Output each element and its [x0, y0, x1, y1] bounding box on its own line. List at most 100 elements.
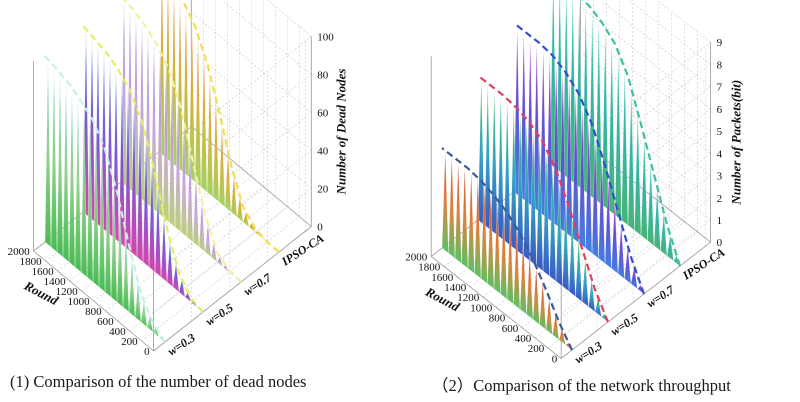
- series-area-w-0-3: [480, 184, 488, 285]
- value-tick-label: 2: [717, 193, 723, 205]
- series-area-w-0-3: [122, 232, 130, 313]
- series-area-w-0-5: [148, 161, 156, 273]
- category-label-w-0-5: w=0.5: [203, 301, 236, 329]
- series-area-w-0-7: [150, 39, 158, 213]
- caption-dead-nodes: (1) Comparison of the number of dead nod…: [10, 372, 307, 391]
- series-area-ipso-ca: [647, 161, 655, 247]
- series-area-w-0-3: [152, 326, 160, 338]
- series-area-w-0-7: [198, 201, 206, 253]
- round-axis: 2000180016001400120010008006004002000Rou…: [8, 246, 151, 358]
- category-label-ipso-ca: IPSO-CA: [679, 245, 727, 283]
- series-area-w-0-3: [487, 191, 495, 290]
- series-area-w-0-7: [539, 46, 547, 219]
- series-area-ipso-ca: [188, 19, 196, 183]
- series-area-w-0-5: [542, 149, 550, 277]
- series-line-ipso-ca: [181, 0, 280, 253]
- series-area-w-0-5: [166, 239, 174, 288]
- round-tick-label: 1800: [418, 262, 441, 274]
- round-tick-label: 1600: [431, 272, 454, 284]
- series-line-w-0-7: [513, 22, 646, 295]
- series-line-w-0-5: [477, 74, 610, 323]
- series-area-w-0-3: [44, 59, 52, 248]
- series-area-w-0-7: [630, 266, 638, 290]
- series-area-w-0-3: [519, 240, 527, 315]
- series-area-w-0-5: [575, 237, 583, 303]
- series-area-w-0-3: [92, 127, 100, 288]
- series-area-w-0-3: [146, 315, 154, 333]
- series-area-w-0-7: [204, 223, 212, 258]
- series-area-ipso-ca: [242, 212, 250, 228]
- series-area-w-0-5: [536, 137, 544, 272]
- series-area-w-0-7: [192, 175, 200, 248]
- value-axis: 0 1 2 3 4 5 6 7 8 9 Number of Packets(bit): [717, 37, 744, 249]
- series-area-w-0-5: [178, 279, 186, 298]
- series-area-w-0-3: [140, 300, 148, 328]
- series-area-w-0-7: [624, 245, 632, 285]
- value-tick-label: 6: [717, 104, 723, 116]
- series-area-ipso-ca: [588, 9, 596, 201]
- series-area-w-0-5: [503, 99, 511, 247]
- round-tick-label: 200: [528, 343, 545, 355]
- series-area-w-0-3: [62, 79, 70, 263]
- series-area-w-0-7: [533, 40, 541, 213]
- series-area-w-0-7: [513, 25, 521, 198]
- series-area-ipso-ca: [621, 68, 629, 226]
- series-area-w-0-7: [216, 256, 224, 268]
- value-tick-label: 5: [717, 126, 723, 138]
- series-area-w-0-3: [461, 165, 469, 269]
- value-tick-label: 8: [717, 59, 723, 71]
- series-area-w-0-3: [532, 266, 540, 326]
- series-area-w-0-5: [510, 105, 518, 252]
- series-area-w-0-5: [529, 127, 537, 267]
- series-area-w-0-3: [98, 142, 106, 293]
- value-tick-label: 100: [317, 32, 334, 44]
- series-area-w-0-7: [591, 134, 599, 259]
- series-area-ipso-ca: [218, 124, 226, 208]
- series-area-w-0-5: [477, 78, 485, 226]
- series-area-w-0-7: [565, 78, 573, 239]
- series-area-w-0-7: [186, 148, 194, 243]
- value-tick-label: 4: [717, 148, 723, 160]
- round-tick-label: 1400: [444, 282, 467, 294]
- series-area-w-0-5: [154, 187, 162, 278]
- round-tick-label: 800: [85, 306, 102, 318]
- series-area-w-0-3: [441, 150, 449, 254]
- series-area-w-0-7: [174, 98, 182, 233]
- series-area-w-0-5: [184, 291, 192, 303]
- series-area-w-0-3: [128, 257, 136, 318]
- series-area-w-0-7: [180, 121, 188, 238]
- value-tick-label: 7: [717, 82, 723, 94]
- series-line-ipso-ca: [581, 0, 682, 267]
- throughput-chart: 2000180016001400120010008006004002000Rou…: [405, 0, 744, 367]
- series-area-w-0-3: [513, 228, 521, 310]
- round-tick-label: 400: [109, 326, 126, 338]
- series-line-w-0-5: [82, 25, 204, 313]
- series-area-w-0-5: [588, 279, 596, 313]
- category-label-w-0-7: w=0.7: [644, 282, 677, 311]
- series-area-w-0-5: [142, 137, 150, 268]
- value-axis: 0 20 40 60 80 100 Number of Dead Nodes: [317, 32, 348, 234]
- series-area-w-0-3: [474, 177, 482, 280]
- series-w-0-3: [44, 55, 166, 343]
- series-area-w-0-3: [545, 297, 553, 336]
- round-tick-label: 0: [552, 353, 558, 365]
- value-tick-label: 9: [717, 37, 723, 49]
- series-area-ipso-ca: [582, 2, 590, 196]
- round-tick-label: 800: [489, 313, 506, 325]
- series-area-w-0-3: [104, 160, 112, 298]
- round-tick-label: 600: [502, 323, 519, 335]
- series-area-w-0-5: [568, 217, 576, 298]
- series-area-w-0-5: [124, 87, 132, 253]
- series-w-0-7: [513, 22, 646, 295]
- value-tick-label: 20: [317, 184, 329, 196]
- series-area-w-0-5: [523, 119, 531, 262]
- series-area-ipso-ca: [224, 151, 232, 213]
- value-tick-label: 60: [317, 108, 329, 120]
- round-tick-label: 1600: [32, 266, 55, 278]
- series-area-ipso-ca: [640, 136, 648, 242]
- series-area-w-0-5: [555, 179, 563, 287]
- round-tick-label: 2000: [405, 251, 428, 263]
- series-line-w-0-3: [44, 55, 166, 343]
